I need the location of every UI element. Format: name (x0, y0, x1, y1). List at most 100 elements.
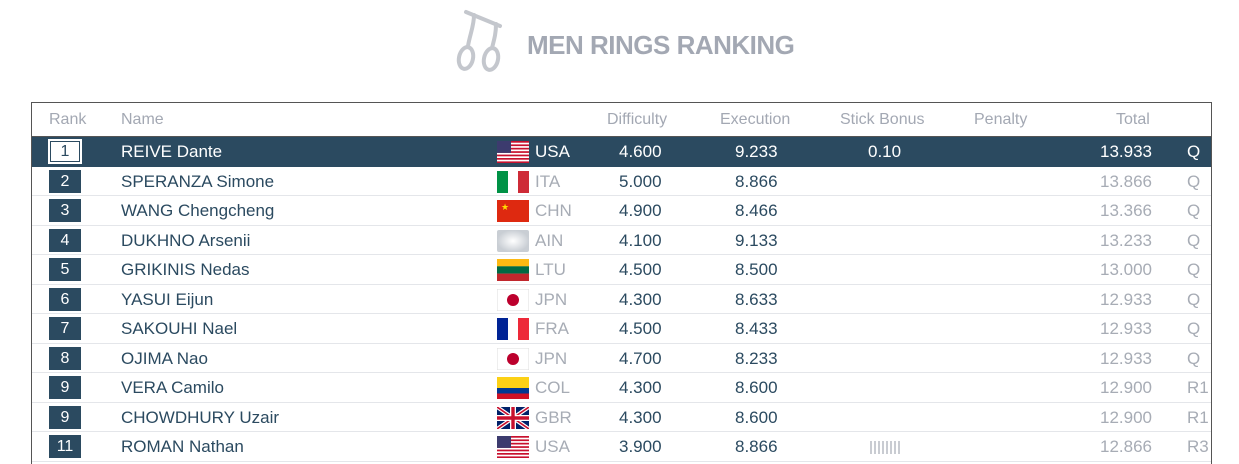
flag-icon-fra (497, 318, 529, 340)
total-score: 12.866 (1100, 437, 1152, 456)
execution-score: 8.866 (735, 437, 778, 456)
flag-icon-jpn (497, 347, 529, 370)
col-header-rank[interactable]: Rank (49, 111, 87, 128)
qualification-status: Q (1187, 142, 1201, 161)
execution-score: 9.233 (735, 142, 778, 161)
col-header-execution[interactable]: Execution (720, 111, 791, 128)
table-row[interactable]: 1 REIVE Dante USA 4.600 9.233 0.10 13.933 Q (32, 137, 1211, 167)
difficulty-score: 5.000 (619, 171, 662, 191)
rank-badge: 1 (48, 139, 82, 164)
country-code: JPN (535, 348, 568, 368)
difficulty-score: 4.900 (619, 201, 662, 220)
difficulty-score: 4.500 (619, 319, 662, 338)
flag-icon-ltu (497, 259, 529, 281)
execution-score: 8.500 (735, 260, 778, 279)
table-header: Rank Name Difficulty Execution Stick Bon… (32, 102, 1211, 137)
total-score: 12.933 (1100, 348, 1152, 368)
qualification-status: Q (1187, 319, 1201, 338)
qualification-status: Q (1187, 171, 1201, 191)
difficulty-score: 4.300 (619, 378, 662, 397)
flag-icon-chn: ★ (497, 200, 529, 222)
qualification-status: Q (1187, 201, 1201, 220)
flag-icon-ain (497, 229, 529, 252)
col-header-total[interactable]: Total (1116, 111, 1150, 128)
total-score: 13.866 (1100, 171, 1152, 191)
flag-icon-gbr (497, 406, 529, 429)
rank-badge: 4 (49, 228, 81, 252)
execution-score: 8.433 (735, 319, 778, 338)
flag-icon-ita (497, 170, 529, 193)
country-code: AIN (535, 230, 564, 250)
total-score: 12.900 (1100, 407, 1152, 427)
qualification-status: Q (1187, 289, 1201, 309)
rank-badge: 7 (49, 317, 81, 340)
athlete-name[interactable]: CHOWDHURY Uzair (121, 407, 280, 427)
total-score: 12.933 (1100, 319, 1152, 338)
svg-text:★: ★ (501, 203, 509, 213)
qualification-status: Q (1187, 260, 1201, 279)
qualification-status: Q (1187, 348, 1201, 368)
athlete-name[interactable]: YASUI Eijun (121, 289, 214, 309)
flag-icon-col (497, 377, 529, 399)
col-header-name[interactable]: Name (121, 111, 164, 128)
execution-score: 8.600 (735, 378, 778, 397)
difficulty-score: 3.900 (619, 437, 662, 456)
table-row[interactable]: 4 DUKHNO Arsenii AIN 4.100 9.133 13.233 Q (32, 226, 1211, 255)
table-row[interactable]: 3 WANG Chengcheng ★ CHN 4.900 8.466 13.366 Q (32, 196, 1211, 226)
execution-score: 8.633 (735, 289, 778, 309)
col-header-stick-bonus[interactable]: Stick Bonus (840, 111, 925, 128)
execution-score: 9.133 (735, 230, 778, 250)
page-header: MEN RINGS RANKING (0, 0, 1239, 95)
athlete-name[interactable]: REIVE Dante (121, 142, 223, 161)
table-row[interactable]: 6 YASUI Eijun JPN 4.300 8.633 12.933 Q (32, 285, 1211, 314)
athlete-name[interactable]: SPERANZA Simone (121, 171, 275, 191)
athlete-name[interactable]: GRIKINIS Nedas (121, 260, 250, 279)
rank-badge: 6 (49, 287, 81, 311)
qualification-status: R1 (1187, 378, 1209, 397)
table-row[interactable]: 9 CHOWDHURY Uzair GBR 4.300 8.600 12.900 R1 (32, 403, 1211, 432)
table-row[interactable]: 9 VERA Camilo COL 4.300 8.600 12.900 R1 (32, 373, 1211, 403)
country-code: ITA (535, 171, 561, 191)
country-code: USA (535, 437, 570, 456)
qualification-status: Q (1187, 230, 1201, 250)
rank-badge: 2 (49, 169, 81, 193)
athlete-name[interactable]: SAKOUHI Nael (121, 319, 238, 338)
table-row[interactable]: 2 SPERANZA Simone ITA 5.000 8.866 13.866 Q (32, 167, 1211, 196)
rank-badge: 11 (49, 435, 81, 458)
ranking-table: Rank Name Difficulty Execution Stick Bon… (31, 102, 1212, 464)
total-score: 12.900 (1100, 378, 1152, 397)
athlete-name[interactable]: VERA Camilo (121, 378, 224, 397)
total-score: 13.000 (1100, 260, 1152, 279)
difficulty-score: 4.100 (619, 230, 662, 250)
difficulty-score: 4.700 (619, 348, 662, 368)
difficulty-score: 4.500 (619, 260, 662, 279)
col-header-difficulty[interactable]: Difficulty (607, 111, 668, 128)
difficulty-score: 4.300 (619, 289, 662, 309)
rank-badge: 9 (49, 405, 81, 429)
total-score: 13.933 (1100, 142, 1152, 161)
gymnastics-rings-icon (456, 10, 502, 72)
execution-score: 8.600 (735, 407, 778, 427)
athlete-name[interactable]: OJIMA Nao (121, 348, 208, 368)
table-row[interactable]: 11 ROMAN Nathan USA 3.900 8.866 12.866 R3 (32, 432, 1211, 462)
athlete-name[interactable]: ROMAN Nathan (121, 437, 244, 456)
athlete-name[interactable]: WANG Chengcheng (121, 201, 275, 220)
rank-badge: 9 (49, 376, 81, 399)
rank-badge: 5 (49, 258, 81, 281)
country-code: FRA (535, 319, 569, 338)
difficulty-score: 4.300 (619, 407, 662, 427)
table-row[interactable]: 7 SAKOUHI Nael FRA 4.500 8.433 12.933 Q (32, 314, 1211, 344)
difficulty-score: 4.600 (619, 142, 662, 161)
col-header-penalty[interactable]: Penalty (974, 111, 1028, 128)
athlete-name[interactable]: DUKHNO Arsenii (121, 230, 251, 250)
country-code: CHN (535, 201, 572, 220)
table-row[interactable]: 5 GRIKINIS Nedas LTU 4.500 8.500 13.000 Q (32, 255, 1211, 285)
loading-placeholder (870, 441, 902, 454)
country-code: JPN (535, 289, 568, 309)
total-score: 13.366 (1100, 201, 1152, 220)
flag-icon-jpn (497, 288, 529, 311)
total-score: 13.233 (1100, 230, 1152, 250)
flag-icon-usa (497, 436, 529, 458)
country-code: LTU (535, 260, 566, 279)
table-row[interactable]: 8 OJIMA Nao JPN 4.700 8.233 12.933 Q (32, 344, 1211, 373)
